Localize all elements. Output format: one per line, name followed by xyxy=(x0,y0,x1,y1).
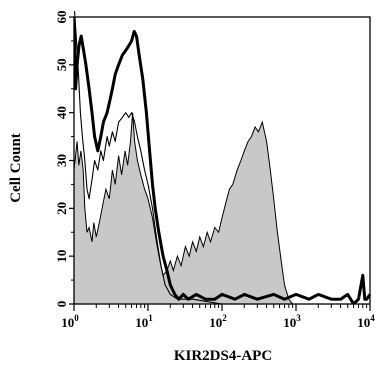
x-tick-label: 101 xyxy=(135,313,153,330)
x-tick-label: 102 xyxy=(209,313,227,330)
y-axis-label: Cell Count xyxy=(8,133,24,203)
y-tick-label: 0 xyxy=(54,301,69,308)
x-tick-label: 100 xyxy=(61,313,79,330)
x-tick-label: 103 xyxy=(283,313,301,330)
series-2-histogram-line xyxy=(74,16,371,304)
x-axis-label: KIR2DS4-APC xyxy=(174,348,272,364)
y-tick-label: 60 xyxy=(54,11,69,24)
y-tick-label: 20 xyxy=(54,202,69,215)
y-tick-label: 50 xyxy=(54,58,69,71)
plot-area xyxy=(74,11,371,304)
series-0-filled-histogram xyxy=(74,112,293,304)
y-tick-label: 30 xyxy=(54,154,69,167)
y-tick-label: 10 xyxy=(54,250,69,263)
ticks: 0 10 20 30 40 50 60 100 101 102 103 104 xyxy=(54,11,375,331)
x-tick-label: 104 xyxy=(357,313,375,330)
series-1-histogram-line xyxy=(74,11,370,304)
y-tick-label: 40 xyxy=(54,106,69,119)
